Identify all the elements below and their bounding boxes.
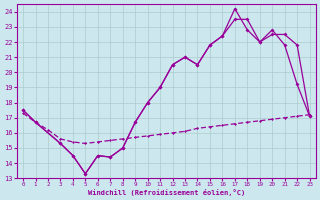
X-axis label: Windchill (Refroidissement éolien,°C): Windchill (Refroidissement éolien,°C) (88, 189, 245, 196)
